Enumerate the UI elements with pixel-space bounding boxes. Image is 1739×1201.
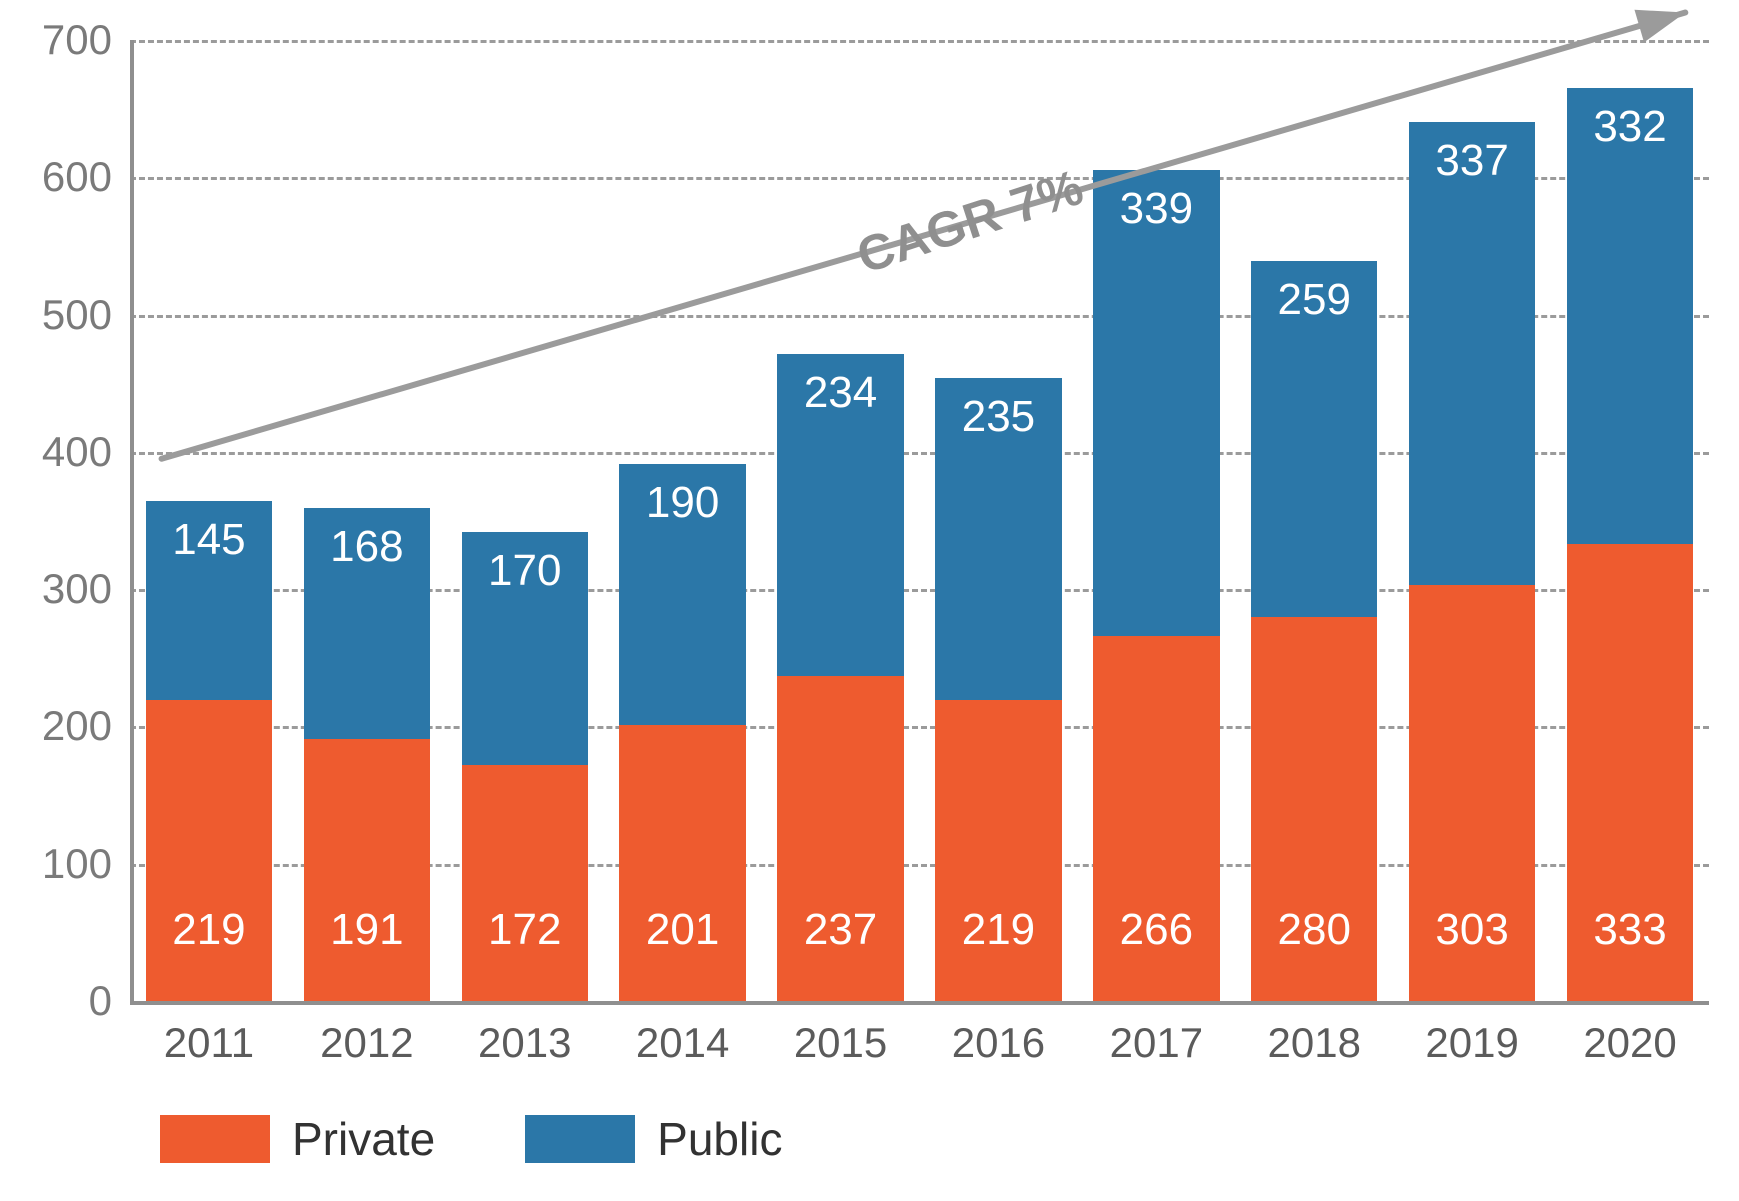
y-tick-label: 100 xyxy=(0,840,112,888)
x-tick-label: 2018 xyxy=(1268,1019,1361,1067)
x-tick-label: 2019 xyxy=(1425,1019,1518,1067)
x-tick-label: 2017 xyxy=(1110,1019,1203,1067)
y-tick-label: 700 xyxy=(0,16,112,64)
x-tick-label: 2015 xyxy=(794,1019,887,1067)
plot-area: 2191451911681721702011902372342192352663… xyxy=(130,40,1709,1001)
y-tick-label: 600 xyxy=(0,153,112,201)
x-tick-label: 2020 xyxy=(1583,1019,1676,1067)
x-tick-label: 2014 xyxy=(636,1019,729,1067)
x-axis-line xyxy=(130,1001,1709,1005)
x-tick-label: 2011 xyxy=(164,1019,254,1067)
legend-label: Private xyxy=(292,1112,435,1166)
y-tick-label: 500 xyxy=(0,291,112,339)
legend-item-private: Private xyxy=(160,1112,435,1166)
trend-arrow xyxy=(130,40,1709,1001)
legend-item-public: Public xyxy=(525,1112,782,1166)
x-tick-label: 2013 xyxy=(478,1019,571,1067)
y-tick-label: 0 xyxy=(0,977,112,1025)
y-tick-label: 200 xyxy=(0,702,112,750)
legend-swatch xyxy=(160,1115,270,1163)
legend-swatch xyxy=(525,1115,635,1163)
y-axis-line xyxy=(130,40,134,1001)
x-tick-label: 2016 xyxy=(952,1019,1045,1067)
legend-label: Public xyxy=(657,1112,782,1166)
y-tick-label: 300 xyxy=(0,565,112,613)
legend: Private Public xyxy=(160,1112,782,1166)
stacked-bar-chart: 2191451911681721702011902372342192352663… xyxy=(0,0,1739,1201)
x-tick-label: 2012 xyxy=(320,1019,413,1067)
y-tick-label: 400 xyxy=(0,428,112,476)
